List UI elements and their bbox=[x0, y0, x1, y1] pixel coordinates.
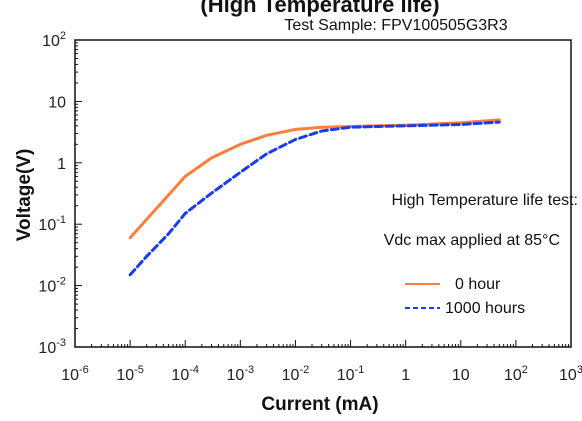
series-line-0-hour bbox=[128, 118, 501, 240]
annotation-test-conditions: Vdc max applied at 85°C bbox=[384, 232, 560, 249]
plot-area bbox=[74, 39, 572, 348]
x-tick-label: 102 bbox=[504, 364, 528, 384]
x-axis-title: Current (mA) bbox=[261, 394, 378, 415]
y-tick-label: 10-2 bbox=[38, 276, 66, 296]
x-tick-label: 10-3 bbox=[227, 364, 255, 384]
y-tick-label: 10-1 bbox=[38, 214, 66, 234]
legend-label-1000-hours: 1000 hours bbox=[445, 300, 525, 317]
tick-label-group: 10-6 10-5 10-4 10-3 10-2 10-1 1 10 102 1031021011… bbox=[38, 30, 582, 384]
legend-label-0-hour: 0 hour bbox=[455, 276, 501, 293]
x-tick-label: 10-2 bbox=[282, 364, 310, 384]
x-tick-label: 10-1 bbox=[337, 364, 365, 384]
y-tick-label: 102 bbox=[42, 30, 66, 50]
x-tick-label: 10-4 bbox=[171, 364, 199, 384]
x-tick-label: 10-5 bbox=[116, 364, 144, 384]
x-tick-label: 103 bbox=[559, 364, 582, 384]
chart-title: (High Temperature life) bbox=[200, 0, 439, 17]
plot-frame bbox=[74, 39, 572, 348]
y-tick-label: 10-3 bbox=[38, 337, 66, 357]
chart-subtitle: Test Sample: FPV100505G3R3 bbox=[284, 17, 507, 34]
y-tick-label: 10 bbox=[48, 94, 66, 111]
annotation-test-type: High Temperature life test: bbox=[392, 192, 578, 209]
x-tick-label: 10-6 bbox=[61, 364, 89, 384]
y-tick-label: 1 bbox=[57, 156, 66, 173]
y-axis-title: Voltage(V) bbox=[14, 149, 35, 242]
tick-group bbox=[74, 39, 572, 348]
x-tick-label: 1 bbox=[401, 367, 410, 384]
x-tick-label: 10 bbox=[452, 367, 470, 384]
series-line-1000-hours bbox=[128, 120, 501, 277]
legend: 0 hour 1000 hours bbox=[405, 276, 525, 317]
series-layer bbox=[128, 118, 501, 277]
